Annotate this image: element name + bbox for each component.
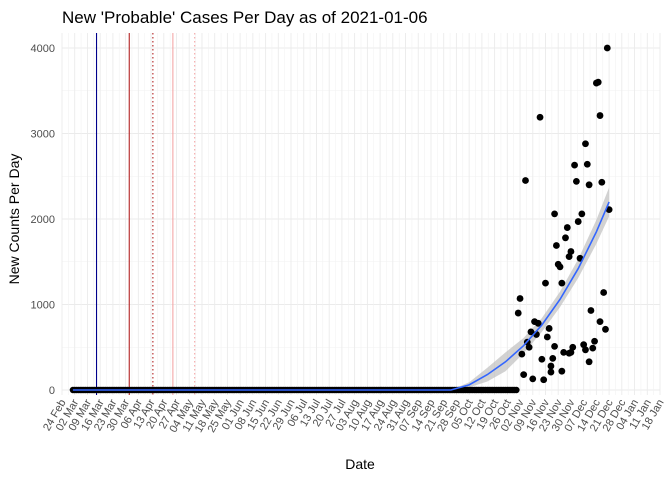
data-point bbox=[558, 367, 566, 375]
data-point bbox=[600, 289, 608, 296]
x-axis-title: Date bbox=[345, 456, 375, 472]
trend-line bbox=[72, 201, 610, 391]
data-point bbox=[525, 343, 533, 351]
data-point bbox=[571, 161, 578, 169]
data-point bbox=[540, 376, 548, 384]
data-point bbox=[567, 248, 575, 255]
y-tick-labels: 0 1000 2000 3000 4000 bbox=[31, 43, 55, 397]
data-point bbox=[522, 177, 529, 184]
data-point bbox=[574, 218, 582, 225]
data-point bbox=[569, 343, 577, 351]
data-point bbox=[582, 346, 589, 354]
chart-title: New 'Probable' Cases Per Day as of 2021-… bbox=[62, 8, 428, 27]
y-tick-label: 3000 bbox=[31, 129, 55, 141]
y-tick-label: 2000 bbox=[31, 214, 55, 226]
data-point bbox=[598, 178, 606, 186]
data-point bbox=[596, 112, 604, 119]
y-tick-label: 0 bbox=[49, 385, 55, 397]
data-point bbox=[585, 358, 593, 366]
data-point bbox=[578, 210, 586, 218]
data-point bbox=[567, 348, 575, 356]
data-point bbox=[580, 341, 588, 349]
data-point bbox=[549, 354, 557, 362]
data-point bbox=[563, 224, 571, 231]
data-point bbox=[547, 368, 555, 376]
data-point bbox=[558, 279, 566, 287]
data-point bbox=[591, 337, 598, 345]
data-point bbox=[536, 113, 544, 121]
data-point bbox=[565, 253, 573, 261]
data-point bbox=[602, 325, 609, 333]
data-point bbox=[594, 78, 602, 86]
y-tick-label: 4000 bbox=[31, 43, 55, 55]
data-point bbox=[583, 160, 591, 168]
data-point bbox=[587, 307, 595, 314]
data-points bbox=[514, 44, 613, 384]
data-point bbox=[552, 242, 560, 249]
data-point bbox=[518, 350, 526, 358]
data-point bbox=[562, 234, 569, 242]
data-point bbox=[542, 279, 549, 287]
data-point bbox=[589, 344, 597, 352]
data-point bbox=[513, 386, 520, 394]
data-point bbox=[547, 362, 555, 370]
data-point bbox=[551, 342, 558, 350]
data-point bbox=[534, 319, 542, 327]
trend-curve bbox=[72, 201, 610, 391]
reference-lines bbox=[95, 33, 196, 395]
y-tick-label: 1000 bbox=[31, 300, 55, 312]
data-point bbox=[514, 309, 522, 317]
data-point bbox=[582, 140, 589, 148]
data-point bbox=[551, 210, 558, 218]
data-point bbox=[556, 263, 564, 271]
data-point bbox=[603, 44, 611, 52]
data-point bbox=[543, 333, 551, 341]
grid bbox=[61, 33, 661, 395]
data-point bbox=[527, 328, 535, 336]
data-point bbox=[572, 177, 580, 185]
data-point bbox=[529, 375, 537, 383]
data-point bbox=[596, 318, 604, 325]
data-point bbox=[585, 181, 593, 189]
data-point bbox=[516, 295, 524, 302]
y-axis-title: New Counts Per Day bbox=[6, 154, 22, 285]
data-point bbox=[560, 348, 568, 356]
data-point bbox=[545, 325, 553, 332]
data-point bbox=[538, 355, 546, 363]
data-point bbox=[520, 371, 528, 379]
